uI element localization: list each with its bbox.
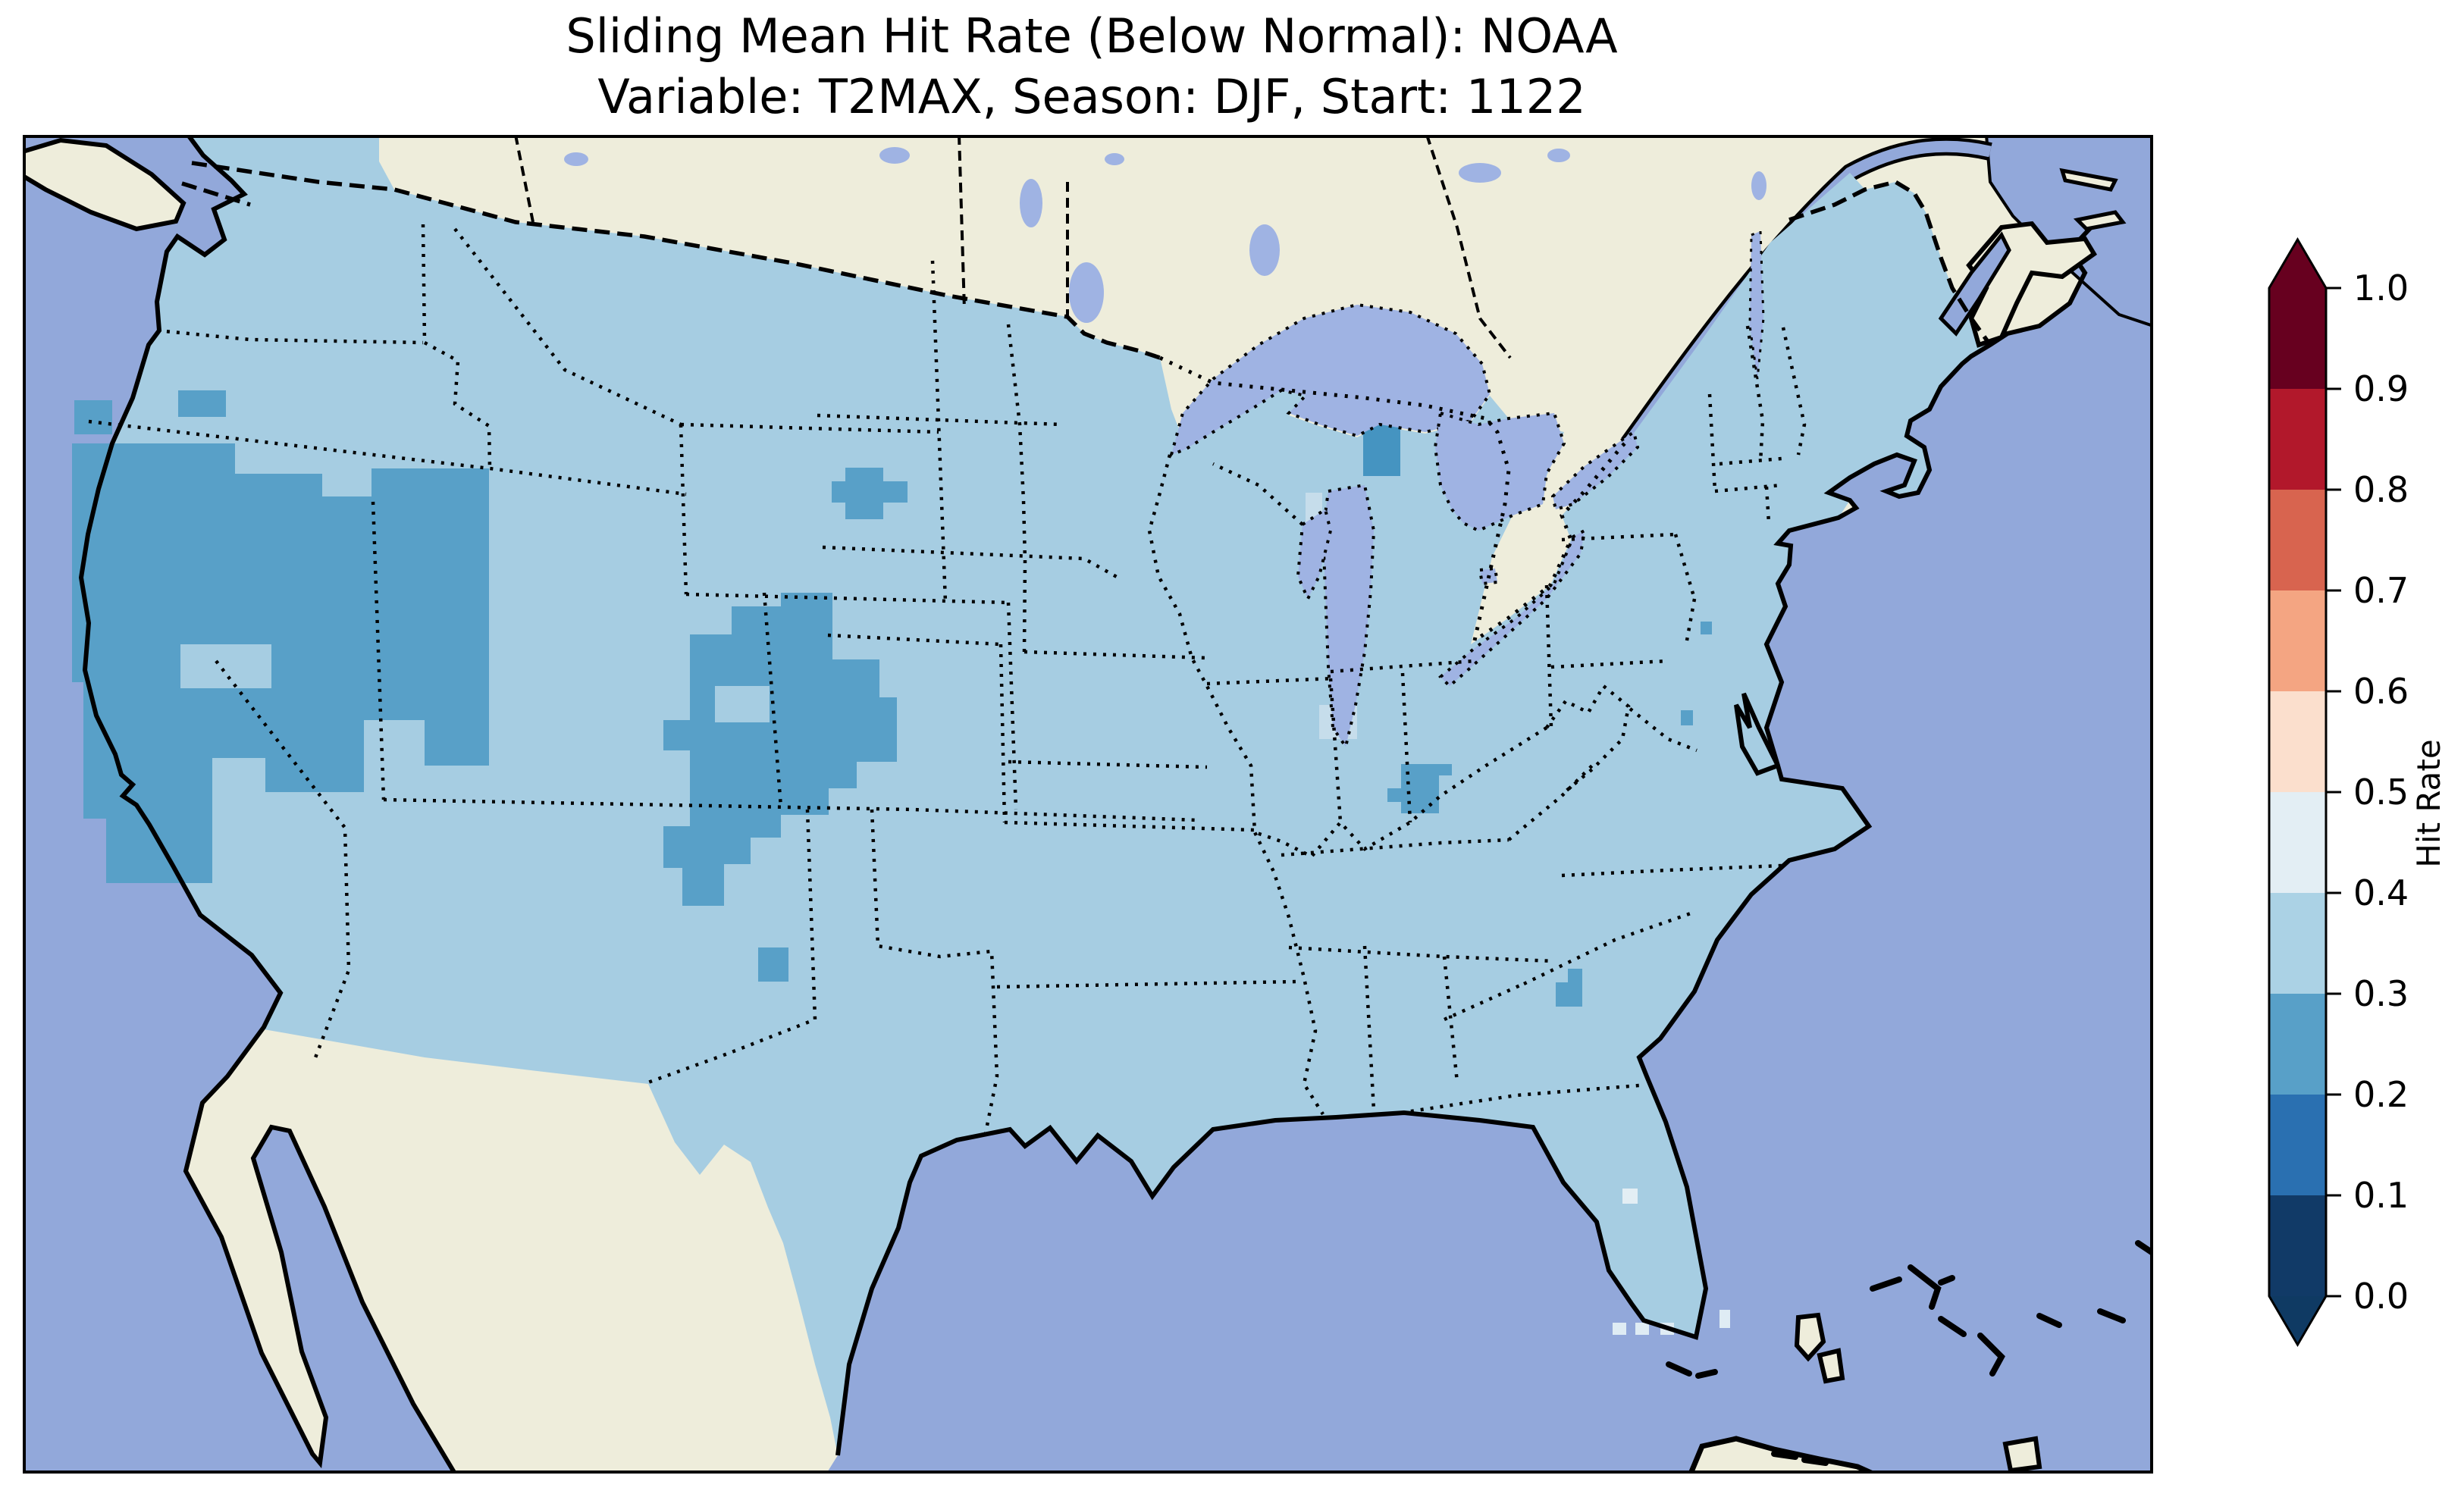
hit-rate-patches bbox=[72, 390, 1730, 1335]
colorbar-segment-0.5-0.6 bbox=[2269, 691, 2326, 792]
colorbar-segment-0.7-0.8 bbox=[2269, 490, 2326, 590]
chesapeake-bay bbox=[1734, 692, 1780, 776]
colorbar-tick-label: 0.7 bbox=[2353, 570, 2409, 611]
colorbar-segment-0.6-0.7 bbox=[2269, 590, 2326, 691]
colorbar-segment-0-0.1 bbox=[2269, 1195, 2326, 1296]
international-borders bbox=[181, 161, 1992, 360]
andros-island bbox=[1794, 1312, 1845, 1384]
pacific-coastline bbox=[78, 135, 457, 1474]
colorado-rockies-patch bbox=[663, 593, 897, 906]
colorbar-segment-0.2-0.3 bbox=[2269, 994, 2326, 1095]
gulf-atlantic-coastline bbox=[835, 225, 2093, 1456]
prince-edward-island bbox=[2073, 210, 2127, 231]
oregon-coast-spot bbox=[74, 400, 112, 434]
west-coast-great-basin-patch bbox=[72, 443, 489, 883]
chesapeake-coast-cell bbox=[1681, 710, 1693, 725]
figure-title: Sliding Mean Hit Rate (Below Normal): NO… bbox=[0, 6, 2183, 127]
title-line-2: Variable: T2MAX, Season: DJF, Start: 112… bbox=[597, 69, 1586, 124]
kentucky-patch bbox=[1387, 764, 1452, 813]
title-line-1: Sliding Mean Hit Rate (Below Normal): NO… bbox=[566, 8, 1618, 64]
green-bay bbox=[1296, 506, 1333, 603]
province-borders bbox=[514, 135, 1512, 359]
florida-center-cell bbox=[1622, 1189, 1638, 1204]
colorbar-segment-0.4-0.5 bbox=[2269, 792, 2326, 893]
state-borders bbox=[88, 224, 1807, 1134]
colorado-hole bbox=[715, 686, 770, 722]
colorbar-svg: 0.0 0.1 0.2 0.3 0.4 0.5 0.6 0.7 0.8 0.9 1.0 Hit Ra… bbox=[2268, 237, 2447, 1347]
colorbar-tick-labels: 0.0 0.1 0.2 0.3 0.4 0.5 0.6 0.7 0.8 0.9 1.0 bbox=[2353, 268, 2409, 1317]
colorbar-over-arrow bbox=[2269, 240, 2326, 288]
map-axes bbox=[23, 135, 2153, 1474]
us-canada-border-lakes bbox=[1158, 355, 1632, 645]
colorbar-tick-label: 0.1 bbox=[2353, 1175, 2409, 1216]
new-mexico-spot bbox=[758, 947, 788, 982]
lake-michigan-north-cell bbox=[1363, 424, 1400, 476]
lakes bbox=[1169, 229, 1765, 750]
sacramento-valley-hole bbox=[180, 644, 271, 688]
lake-huron bbox=[1433, 411, 1566, 533]
colorbar-tick-label: 0.0 bbox=[2353, 1276, 2409, 1317]
colorbar-tick-label: 0.8 bbox=[2353, 469, 2409, 510]
us-hit-rate-map bbox=[23, 135, 2153, 1474]
colorbar-segment-0.3-0.4 bbox=[2269, 893, 2326, 994]
colorbar-tick-label: 1.0 bbox=[2353, 268, 2409, 309]
lake-michigan bbox=[1321, 483, 1376, 750]
anticosti-island bbox=[2059, 168, 2118, 192]
bay-of-fundy bbox=[1938, 231, 2011, 337]
colorbar-ticks bbox=[2326, 287, 2341, 1298]
map-frame bbox=[23, 135, 2153, 1474]
canada-small-lakes bbox=[564, 147, 1766, 323]
colorbar-tick-label: 0.9 bbox=[2353, 368, 2409, 409]
colorbar-segment-0.1-0.2 bbox=[2269, 1095, 2326, 1195]
georgia-spot bbox=[1556, 969, 1582, 1007]
bahamas-cays bbox=[1666, 1240, 2153, 1466]
colorbar-segments bbox=[2269, 240, 2326, 1345]
colorbar-segment-0.8-0.9 bbox=[2269, 389, 2326, 490]
us-canada-border bbox=[181, 161, 1161, 360]
colorbar-under-arrow bbox=[2269, 1296, 2326, 1345]
colorbar-axis-label: Hit Rate bbox=[2410, 739, 2447, 867]
us-canada-border-maine bbox=[1788, 180, 1992, 346]
florida-keys-cell-1 bbox=[1613, 1323, 1626, 1335]
central-oregon-spot bbox=[178, 390, 226, 417]
colorbar-tick-label: 0.6 bbox=[2353, 671, 2409, 712]
colorbar-tick-label: 0.5 bbox=[2353, 772, 2409, 813]
turks-island bbox=[2002, 1436, 2042, 1474]
colorbar: 0.0 0.1 0.2 0.3 0.4 0.5 0.6 0.7 0.8 0.9 1.0 Hit Ra… bbox=[2237, 212, 2464, 1395]
lake-champlain bbox=[1748, 229, 1765, 380]
lake-erie bbox=[1438, 528, 1587, 688]
florida-keys-west-cell bbox=[1719, 1310, 1730, 1328]
colorbar-tick-label: 0.3 bbox=[2353, 973, 2409, 1014]
vancouver-island bbox=[23, 137, 187, 232]
colorbar-tick-label: 0.2 bbox=[2353, 1074, 2409, 1115]
colorbar-tick-label: 0.4 bbox=[2353, 872, 2409, 913]
colorbar-segment-0.9-1 bbox=[2269, 288, 2326, 389]
new-jersey-coast-cell bbox=[1701, 622, 1712, 634]
florida-keys-cell-2 bbox=[1635, 1323, 1649, 1335]
north-dakota-patch bbox=[832, 468, 908, 519]
